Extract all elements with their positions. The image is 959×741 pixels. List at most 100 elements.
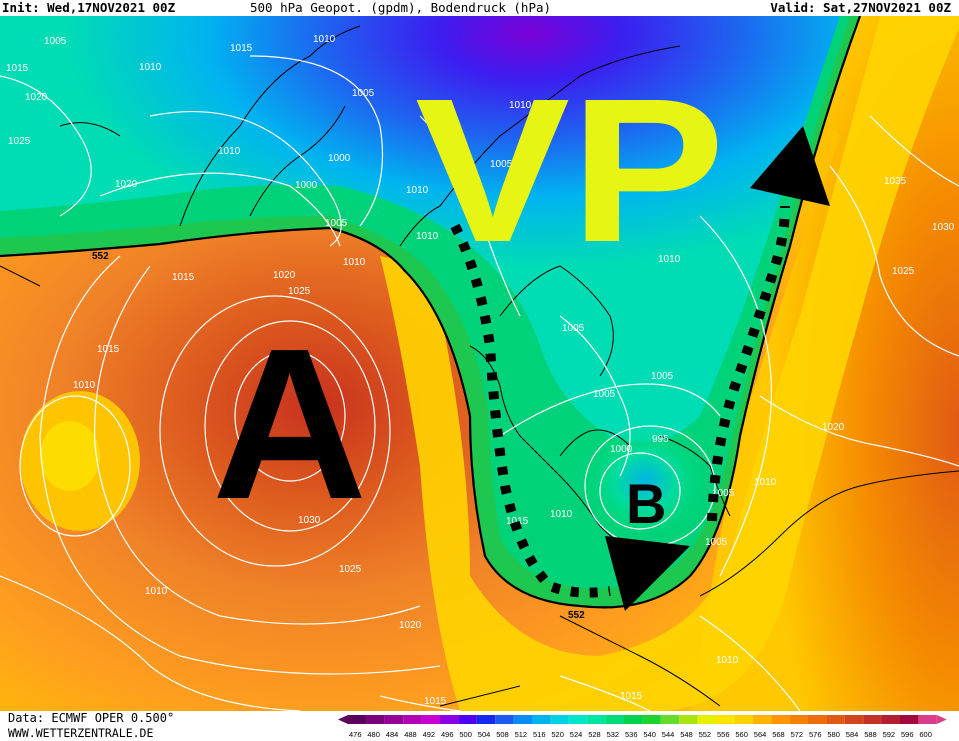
ascending-arrow-head — [750, 126, 830, 206]
scale-label: 592 — [883, 730, 896, 739]
isobar-label: 1035 — [884, 176, 907, 187]
scale-label: 476 — [349, 730, 362, 739]
isobar-label: 1020 — [822, 422, 845, 433]
scale-cell — [421, 715, 440, 724]
scale-label: 552 — [699, 730, 712, 739]
isobar-label: 1010 — [658, 254, 681, 265]
scale-label: 584 — [846, 730, 859, 739]
flow-arrows — [450, 126, 830, 611]
scale-cell — [697, 715, 716, 724]
scale-label: 496 — [441, 730, 454, 739]
isobar-label: 1010 — [343, 257, 366, 268]
scale-label: 568 — [772, 730, 785, 739]
isobar-label: 1005 — [593, 389, 616, 400]
color-scale-cells — [338, 715, 947, 724]
map-title: 500 hPa Geopot. (gpdm), Bodendruck (hPa) — [250, 0, 552, 15]
isobar-label: 1020 — [115, 179, 138, 190]
descending-arrow-head — [605, 536, 690, 611]
scale-label: 544 — [662, 730, 675, 739]
isobar-label: 1010 — [313, 34, 336, 45]
isobar-label: 1015 — [620, 691, 643, 702]
isobar-label: 1005 — [44, 36, 67, 47]
scale-label: 564 — [754, 730, 767, 739]
scale-cell — [771, 715, 790, 724]
isobar-label: 1025 — [339, 564, 362, 575]
height-label: 552 — [92, 251, 109, 262]
atlantic-yellow-inner — [40, 421, 100, 491]
scale-label: 512 — [515, 730, 528, 739]
scale-label: 516 — [533, 730, 546, 739]
scale-cell — [476, 715, 496, 724]
scale-cell — [403, 715, 422, 724]
scale-cell — [863, 715, 882, 724]
isobar-label: 1005 — [562, 323, 585, 334]
data-source: Data: ECMWF OPER 0.500° — [8, 711, 175, 725]
footer-bar: Data: ECMWF OPER 0.500° WWW.WETTERZENTRA… — [0, 711, 959, 741]
scale-label: 600 — [919, 730, 932, 739]
isobar-label: 1010 — [716, 655, 739, 666]
scale-label: 532 — [607, 730, 620, 739]
scale-label: 576 — [809, 730, 822, 739]
scale-cell — [752, 715, 772, 724]
scale-cell — [366, 715, 385, 724]
scale-cell — [808, 715, 827, 724]
isobar-label: 1000 — [295, 180, 318, 191]
scale-label: 588 — [864, 730, 877, 739]
scale-label: 524 — [570, 730, 583, 739]
scale-cell — [660, 715, 680, 724]
color-scale: 476 480 484 488 492 496 500 504 508 512 516 520 524 5… — [338, 715, 947, 739]
scale-label: 504 — [478, 730, 491, 739]
isobar-label: 1015 — [230, 43, 253, 54]
scale-cell — [605, 715, 624, 724]
weather-map: 1005 1015 1010 1010 1015 1020 1025 1010 … — [0, 16, 959, 711]
isobar-label: 1010 — [550, 509, 573, 520]
isobar-label: 1015 — [424, 696, 447, 707]
isobar-label: 1010 — [754, 477, 777, 488]
scale-label: 520 — [551, 730, 564, 739]
scale-cell — [844, 715, 864, 724]
scale-cell — [624, 715, 643, 724]
scale-cell — [550, 715, 569, 724]
website: WWW.WETTERZENTRALE.DE — [8, 726, 154, 740]
isobar-label: 1000 — [328, 153, 351, 164]
scale-cell — [642, 715, 661, 724]
isobar-label: 1015 — [172, 272, 195, 283]
cold-core — [0, 16, 840, 443]
polar-vortex-label: VP — [415, 56, 725, 285]
scale-label: 548 — [680, 730, 693, 739]
scale-label: 492 — [423, 730, 436, 739]
isobar-label: 1010 — [406, 185, 429, 196]
isobar-label: 995 — [652, 434, 669, 445]
high-pressure-label: A — [212, 303, 367, 544]
isobar-label: 1010 — [73, 380, 96, 391]
isobar-label: 1025 — [8, 136, 31, 147]
isobar-label: 1030 — [298, 515, 321, 526]
scale-label: 484 — [386, 730, 399, 739]
scale-cell — [587, 715, 606, 724]
scale-cell — [881, 715, 900, 724]
isobar-label: 1005 — [352, 88, 375, 99]
scale-arrow-right — [936, 715, 947, 724]
isobar-label: 1010 — [145, 586, 168, 597]
isobar-label: 1005 — [705, 537, 728, 548]
scale-cell — [384, 715, 404, 724]
descending-dotted-arrow — [450, 223, 611, 598]
isobar-label: 1015 — [506, 516, 529, 527]
isobar-label: 1005 — [712, 488, 735, 499]
scale-cell — [495, 715, 514, 724]
isobar-label: 1020 — [273, 270, 296, 281]
height-labels: 552 552 — [92, 251, 585, 621]
isobar-label: 1010 — [139, 62, 162, 73]
scale-cell — [568, 715, 588, 724]
scale-label: 540 — [643, 730, 656, 739]
scale-label: 480 — [367, 730, 380, 739]
color-scale-labels: 476 480 484 488 492 496 500 504 508 512 516 520 524 5… — [349, 730, 932, 739]
scale-label: 556 — [717, 730, 730, 739]
scale-cell — [532, 715, 551, 724]
scale-label: 488 — [404, 730, 417, 739]
isobars — [0, 55, 959, 711]
scale-label: 500 — [459, 730, 472, 739]
scale-cell — [679, 715, 698, 724]
isobar-label: 1005 — [325, 218, 348, 229]
scale-cell — [440, 715, 459, 724]
